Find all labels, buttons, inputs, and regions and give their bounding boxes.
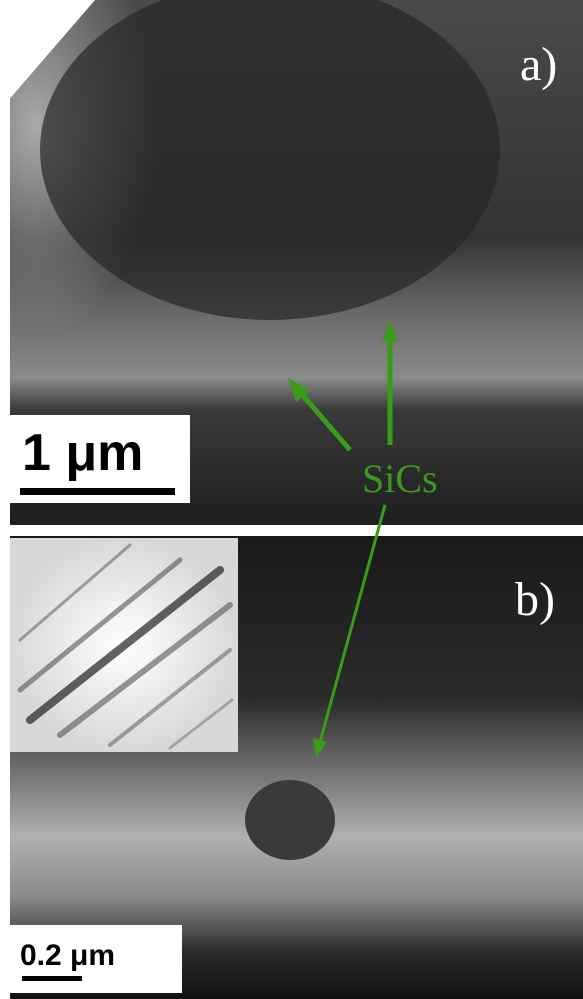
diffraction-inset [10,538,238,752]
annotation: SiCs [362,456,438,501]
scale-bar [20,488,175,495]
panel-label: b) [515,573,555,626]
scale-text: 0.2 μm [20,939,115,972]
figure: a) 1 μm b) 0.2 μm [0,0,583,999]
panel-a: a) 1 μm [0,0,583,525]
particle [245,780,335,860]
panel-b: b) 0.2 μm [10,536,583,999]
panel-label: a) [520,38,557,91]
scale-bar [22,976,82,981]
scale-text: 1 μm [22,424,143,482]
